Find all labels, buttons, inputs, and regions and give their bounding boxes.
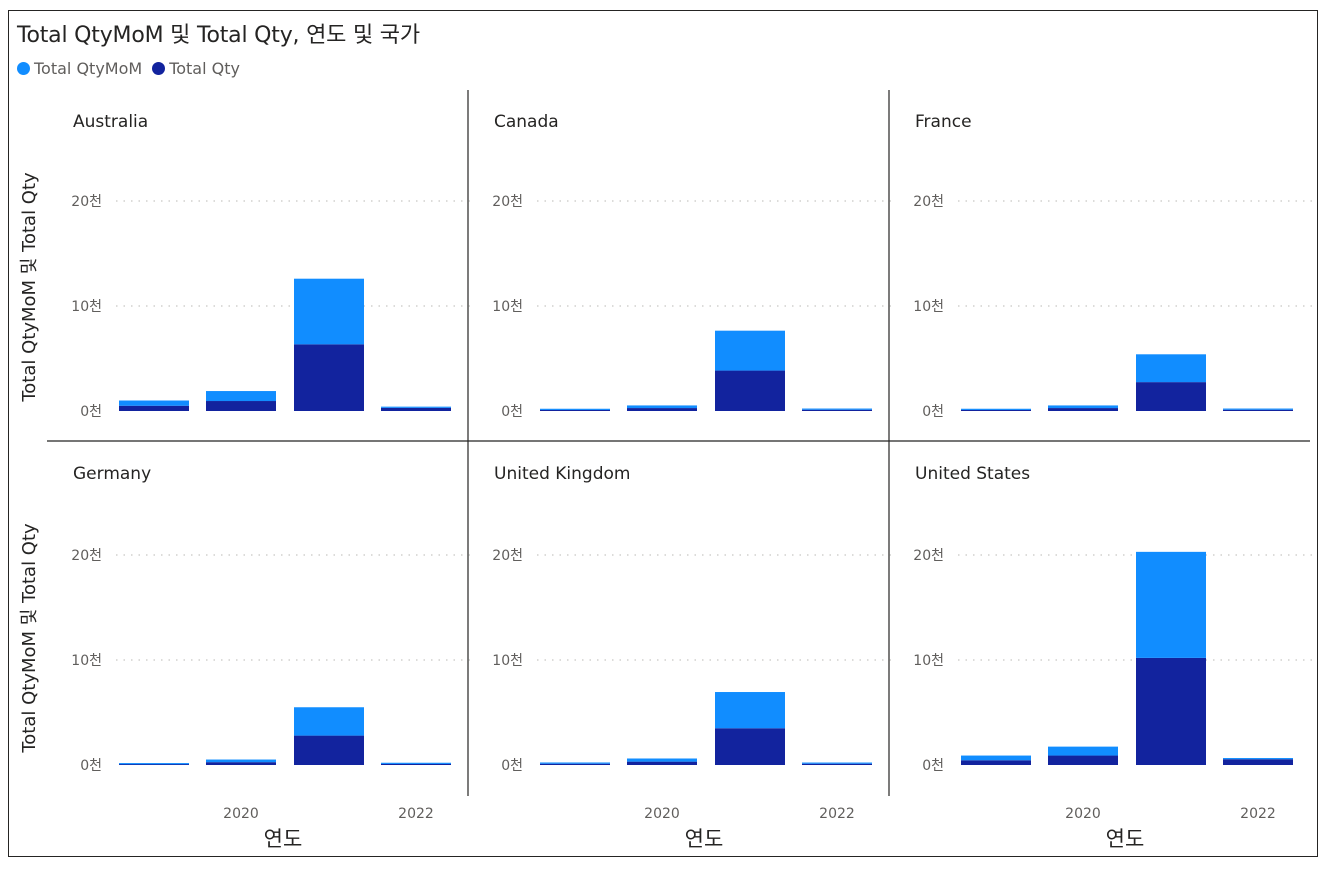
bar-united-states-2019-total-qtymom (961, 755, 1031, 761)
bar-france-2019-total-qtymom (961, 408, 1031, 410)
bar-germany-2022-total-qty (381, 763, 451, 765)
x-tick-label-united-states-2020: 2020 (1065, 806, 1101, 822)
y-tick-label-australia-0: 0천 (80, 404, 102, 420)
x-tick-label-united-kingdom-2022: 2022 (819, 806, 855, 822)
y-tick-label-germany-0: 0천 (80, 758, 102, 774)
y-axis-title-bottom: Total QtyMoM 및 Total Qty (19, 523, 40, 754)
legend-item-total-qtymom[interactable]: Total QtyMoM (17, 59, 142, 78)
bar-france-2022-total-qty (1223, 409, 1293, 411)
y-tick-label-united-kingdom-10000: 10천 (492, 653, 523, 669)
panel-title-united-kingdom: United Kingdom (494, 464, 630, 484)
bar-germany-2021-total-qty (294, 735, 364, 765)
panel-title-germany: Germany (73, 464, 151, 484)
bar-united-states-2020-total-qtymom (1048, 746, 1118, 756)
bar-united-kingdom-2020-total-qty (627, 761, 697, 765)
bar-france-2020-total-qtymom (1048, 405, 1118, 409)
bar-united-kingdom-2022-total-qty (802, 763, 872, 765)
bar-united-kingdom-2021-total-qty (715, 728, 785, 765)
bar-canada-2021-total-qty (715, 370, 785, 411)
bar-canada-2021-total-qtymom (715, 330, 785, 371)
bar-germany-2022-total-qtymom (381, 762, 451, 764)
x-tick-label-germany-2020: 2020 (223, 806, 259, 822)
bar-france-2021-total-qty (1136, 382, 1206, 411)
bar-united-states-2019-total-qty (961, 760, 1031, 765)
panel-title-france: France (915, 112, 972, 132)
y-tick-label-germany-20000: 20천 (71, 548, 102, 564)
y-axis-title-top: Total QtyMoM 및 Total Qty (19, 172, 40, 403)
bar-canada-2020-total-qtymom (627, 405, 697, 409)
bar-france-2021-total-qtymom (1136, 354, 1206, 383)
y-tick-label-australia-20000: 20천 (71, 194, 102, 210)
bar-france-2020-total-qty (1048, 408, 1118, 411)
bar-united-states-2021-total-qtymom (1136, 551, 1206, 658)
panel-title-australia: Australia (73, 112, 148, 132)
bar-germany-2019-total-qty (119, 763, 189, 765)
legend-label-total-qty: Total Qty (169, 59, 240, 78)
y-tick-label-australia-10000: 10천 (71, 299, 102, 315)
panel-title-united-states: United States (915, 464, 1030, 484)
legend: Total QtyMoM Total Qty (17, 59, 250, 78)
y-tick-label-united-kingdom-20000: 20천 (492, 548, 523, 564)
bar-united-states-2022-total-qtymom (1223, 758, 1293, 760)
bar-australia-2019-total-qty (119, 405, 189, 411)
y-tick-label-canada-0: 0천 (501, 404, 523, 420)
chart-title: Total QtyMoM 및 Total Qty, 연도 및 국가 (17, 23, 420, 48)
bar-canada-2022-total-qty (802, 409, 872, 411)
bar-france-2019-total-qty (961, 409, 1031, 411)
legend-item-total-qty[interactable]: Total Qty (152, 59, 240, 78)
bar-united-kingdom-2019-total-qty (540, 763, 610, 765)
x-tick-label-united-states-2022: 2022 (1240, 806, 1276, 822)
bar-australia-2020-total-qty (206, 401, 276, 411)
y-tick-label-france-0: 0천 (922, 404, 944, 420)
bar-australia-2022-total-qty (381, 407, 451, 411)
bar-germany-2019-total-qtymom (119, 763, 189, 765)
bar-united-kingdom-2020-total-qtymom (627, 758, 697, 762)
x-axis-title-germany: 연도 (264, 827, 303, 851)
bar-united-kingdom-2019-total-qtymom (540, 762, 610, 764)
chart-frame (8, 10, 1318, 857)
x-tick-label-united-kingdom-2020: 2020 (644, 806, 680, 822)
y-tick-label-canada-20000: 20천 (492, 194, 523, 210)
bar-united-states-2021-total-qty (1136, 657, 1206, 765)
bar-canada-2019-total-qty (540, 409, 610, 411)
y-tick-label-united-states-0: 0천 (922, 758, 944, 774)
bar-germany-2021-total-qtymom (294, 707, 364, 736)
y-tick-label-canada-10000: 10천 (492, 299, 523, 315)
y-tick-label-united-states-20000: 20천 (913, 548, 944, 564)
bar-germany-2020-total-qtymom (206, 759, 276, 763)
y-tick-label-united-kingdom-0: 0천 (501, 758, 523, 774)
bar-australia-2021-total-qty (294, 344, 364, 411)
bar-france-2022-total-qtymom (1223, 408, 1293, 410)
legend-marker-total-qty (152, 62, 166, 75)
bar-united-kingdom-2021-total-qtymom (715, 692, 785, 729)
legend-marker-total-qtymom (17, 62, 30, 75)
bar-germany-2020-total-qty (206, 762, 276, 765)
x-axis-title-united-states: 연도 (1106, 827, 1145, 851)
bar-canada-2019-total-qtymom (540, 408, 610, 410)
bar-australia-2020-total-qtymom (206, 391, 276, 402)
y-tick-label-france-20000: 20천 (913, 194, 944, 210)
bar-united-states-2022-total-qty (1223, 759, 1293, 765)
panel-title-canada: Canada (494, 112, 559, 132)
y-tick-label-germany-10000: 10천 (71, 653, 102, 669)
bar-canada-2020-total-qty (627, 408, 697, 411)
bar-canada-2022-total-qtymom (802, 408, 872, 410)
bar-united-kingdom-2022-total-qtymom (802, 762, 872, 764)
bar-australia-2022-total-qtymom (381, 406, 451, 408)
bar-united-states-2020-total-qty (1048, 755, 1118, 765)
bar-australia-2021-total-qtymom (294, 278, 364, 345)
bar-australia-2019-total-qtymom (119, 400, 189, 406)
x-axis-title-united-kingdom: 연도 (685, 827, 724, 851)
y-tick-label-united-states-10000: 10천 (913, 653, 944, 669)
y-tick-label-france-10000: 10천 (913, 299, 944, 315)
x-tick-label-germany-2022: 2022 (398, 806, 434, 822)
legend-label-total-qtymom: Total QtyMoM (34, 59, 143, 78)
